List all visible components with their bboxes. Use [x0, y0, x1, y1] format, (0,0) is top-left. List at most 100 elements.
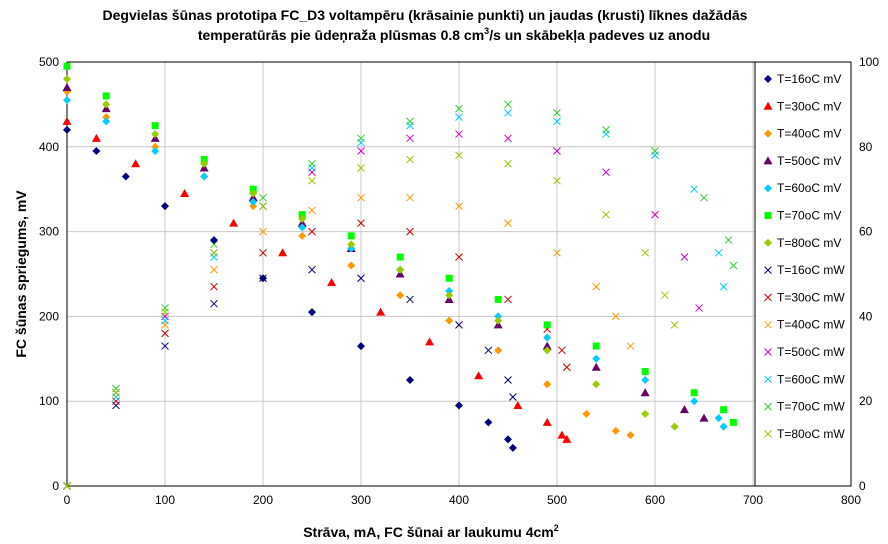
power-point [553, 109, 561, 117]
power-point [504, 295, 512, 304]
voltage-point [508, 443, 517, 452]
power-point [695, 304, 703, 312]
x-tick-label: 700 [743, 493, 763, 507]
voltage-point [396, 291, 405, 300]
voltage-point [151, 130, 160, 139]
power-point [308, 176, 316, 185]
legend-marker [764, 375, 772, 384]
voltage-point [121, 172, 130, 181]
y-axis-label: FC šūnas spriegums, mV [13, 190, 29, 358]
voltage-point [102, 92, 110, 100]
power-point [602, 210, 610, 219]
voltage-point [278, 248, 288, 257]
chart-title-line2-b: /s un skābekļa padeves uz anodu [489, 27, 710, 43]
voltage-point [484, 418, 493, 427]
x-axis-label-sup: 2 [554, 523, 559, 533]
power-point [504, 100, 512, 109]
power-point [161, 342, 169, 350]
voltage-point [200, 156, 208, 164]
power-point [259, 227, 267, 236]
power-point [651, 147, 659, 155]
power-point [455, 253, 463, 261]
voltage-point [92, 147, 101, 156]
voltage-point [719, 422, 728, 431]
voltage-point [543, 380, 552, 389]
power-point [553, 147, 561, 155]
power-point [592, 282, 601, 291]
voltage-point [640, 388, 650, 397]
power-point [455, 104, 463, 113]
power-point [553, 117, 561, 126]
power-point [553, 248, 561, 257]
power-point [161, 308, 169, 317]
legend: T=16oC mV T=30oC mV T=40oC mV T=50oC mV T=60… [763, 72, 845, 441]
power-point [357, 219, 365, 227]
voltage-point [592, 342, 600, 350]
x-tick-label: 200 [253, 493, 273, 507]
power-point [357, 134, 365, 143]
voltage-point [327, 277, 337, 286]
voltage-point [729, 418, 737, 426]
voltage-point [494, 312, 503, 321]
x-tick-label: 100 [155, 493, 175, 507]
voltage-point [91, 133, 101, 142]
power-point [406, 134, 414, 143]
legend-marker [764, 293, 772, 302]
power-point [724, 236, 733, 244]
power-point [357, 274, 365, 283]
legend-entry: T=50oC mV [777, 154, 841, 168]
voltage-point [445, 274, 453, 282]
legend-entry: T=50oC mW [777, 345, 845, 359]
legend-marker [764, 238, 772, 247]
chart-title-line1: Degvielas šūnas prototipa FC_D3 voltampē… [103, 7, 748, 23]
y-tick-label: 300 [39, 225, 59, 239]
power-point [455, 113, 463, 121]
voltage-point [641, 376, 650, 384]
voltage-point [690, 397, 699, 406]
power-point [700, 193, 708, 202]
voltage-point [591, 362, 601, 371]
power-point [558, 346, 566, 355]
y-tick-label: 400 [39, 140, 59, 154]
voltage-point [249, 197, 258, 206]
power-point [210, 248, 218, 257]
grid-lines [67, 62, 851, 486]
y2-tick-label: 40 [859, 309, 873, 323]
power-point [680, 253, 689, 261]
power-point [406, 117, 414, 126]
power-point [210, 265, 218, 274]
power-point [308, 159, 316, 168]
power-point [651, 210, 659, 219]
power-point [357, 147, 365, 155]
power-point [210, 240, 218, 249]
voltage-point [611, 426, 620, 435]
x-tick-label: 800 [841, 493, 861, 507]
voltage-point [582, 409, 591, 418]
voltage-point [151, 122, 159, 130]
voltage-point [445, 291, 454, 300]
voltage-point [200, 159, 209, 168]
voltage-point [557, 430, 567, 439]
power-point [455, 202, 463, 211]
voltage-point [543, 321, 551, 329]
legend-marker [764, 129, 772, 138]
voltage-point [298, 231, 307, 240]
power-point [161, 329, 169, 338]
x-tick-label: 600 [645, 493, 665, 507]
voltage-point [298, 211, 306, 219]
power-point [406, 295, 414, 304]
x-axis-label-main: Strāva, mA, FC šūnai ar laukumu 4cm [303, 524, 554, 540]
power-point [455, 321, 463, 329]
x-tick-label: 300 [351, 493, 371, 507]
voltage-point [347, 261, 356, 270]
voltage-point [376, 307, 386, 316]
voltage-point [347, 240, 356, 249]
power-point [509, 393, 517, 401]
voltage-point [406, 376, 414, 384]
legend-entry: T=16oC mV [777, 72, 841, 86]
legend-entry: T=16oC mW [777, 263, 845, 277]
voltage-point [504, 435, 512, 444]
legend-marker [763, 101, 773, 110]
voltage-point [543, 333, 552, 342]
